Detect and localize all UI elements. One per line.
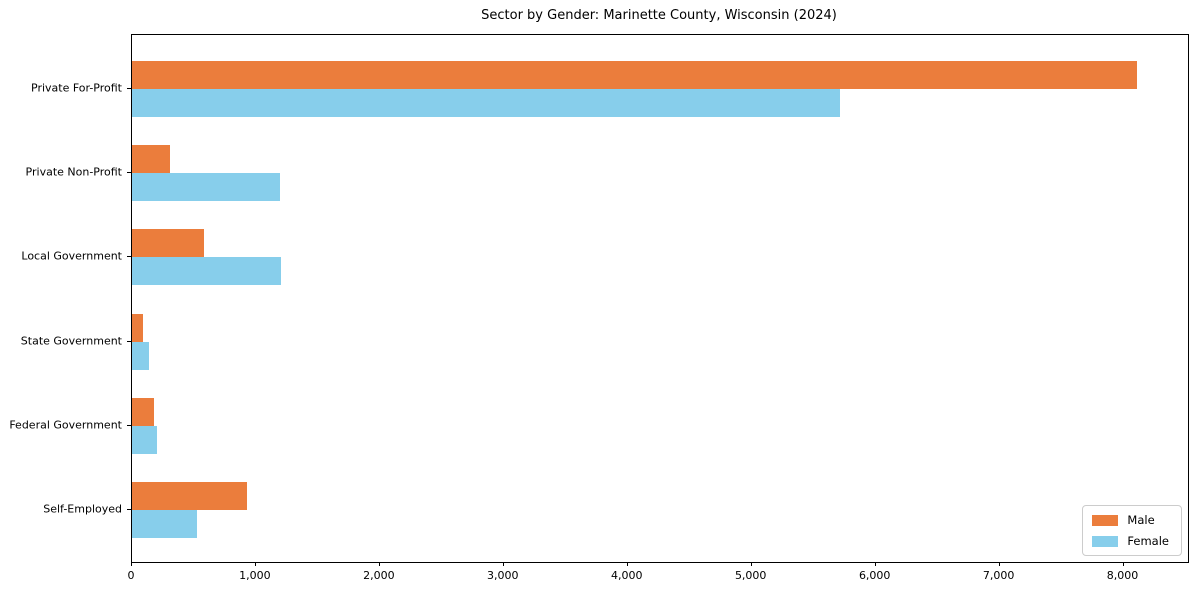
x-tick-label-0: 0 — [127, 569, 135, 582]
legend: Male Female — [1082, 505, 1182, 556]
x-tick-label-5000: 5,000 — [734, 569, 767, 582]
x-tick-label-4000: 4,000 — [611, 569, 643, 582]
legend-item-female: Female — [1092, 534, 1169, 548]
y-tick-label-federal-government: Federal Government — [9, 418, 122, 432]
y-tick-label-private-non-profit: Private Non-Profit — [25, 165, 122, 179]
x-tick-mark — [750, 562, 752, 566]
y-tick-mark — [127, 425, 131, 426]
x-tick-mark — [378, 562, 380, 566]
x-tick-mark — [502, 562, 504, 566]
y-tick-label-self-employed: Self-Employed — [43, 502, 122, 516]
x-tick-label-2000: 2,000 — [363, 569, 395, 582]
chart-title: Sector by Gender: Marinette County, Wisc… — [481, 8, 837, 23]
plot-area: Male Female — [131, 34, 1189, 563]
y-tick-mark — [127, 341, 131, 342]
bar-male-self-employed — [132, 482, 248, 510]
legend-item-male: Male — [1092, 513, 1169, 527]
x-tick-label-6000: 6,000 — [858, 569, 891, 582]
y-tick-label-local-government: Local Government — [21, 249, 122, 263]
legend-label-female: Female — [1127, 534, 1169, 548]
x-tick-label-3000: 3,000 — [487, 569, 519, 582]
x-tick-mark — [874, 562, 876, 566]
bar-female-local-government — [132, 257, 281, 285]
bar-female-federal-government — [132, 426, 157, 454]
x-tick-mark — [254, 562, 256, 566]
bar-male-private-for-profit — [132, 61, 1137, 89]
x-tick-label-7000: 7,000 — [982, 569, 1015, 582]
bar-male-private-non-profit — [132, 145, 171, 173]
x-tick-label-8000: 8,000 — [1106, 569, 1139, 582]
bar-female-state-government — [132, 342, 150, 370]
legend-swatch-male-icon — [1092, 514, 1119, 526]
y-tick-mark — [127, 88, 131, 89]
x-tick-mark — [626, 562, 628, 566]
x-tick-mark — [131, 562, 132, 566]
y-tick-label-state-government: State Government — [20, 334, 122, 348]
y-tick-label-private-for-profit: Private For-Profit — [31, 81, 122, 95]
y-tick-mark — [127, 172, 131, 173]
legend-swatch-female-icon — [1092, 535, 1119, 547]
bar-male-federal-government — [132, 398, 155, 426]
y-tick-mark — [127, 256, 131, 257]
y-tick-mark — [127, 509, 131, 510]
x-tick-mark — [1122, 562, 1124, 566]
bar-male-local-government — [132, 229, 204, 257]
bar-female-private-for-profit — [132, 89, 841, 117]
x-tick-label-1000: 1,000 — [239, 569, 271, 582]
bar-female-self-employed — [132, 510, 198, 538]
bar-female-private-non-profit — [132, 173, 280, 201]
x-tick-mark — [998, 562, 1000, 566]
legend-label-male: Male — [1127, 513, 1155, 527]
bar-male-state-government — [132, 314, 144, 342]
